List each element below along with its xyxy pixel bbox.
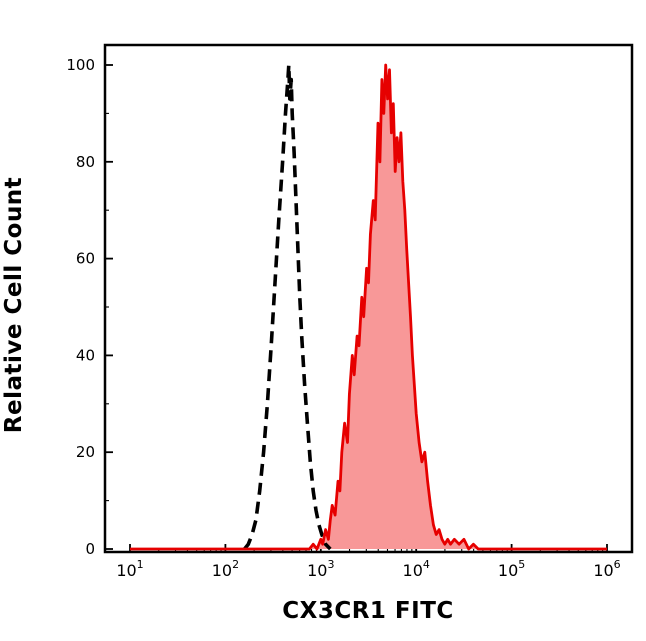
svg-text:60: 60 bbox=[76, 250, 95, 268]
svg-text:106: 106 bbox=[593, 558, 620, 580]
svg-text:103: 103 bbox=[307, 558, 334, 580]
svg-text:101: 101 bbox=[116, 558, 143, 580]
x-axis-label: CX3CR1 FITC bbox=[282, 598, 454, 624]
svg-text:40: 40 bbox=[76, 346, 95, 364]
svg-text:105: 105 bbox=[498, 558, 525, 580]
svg-text:80: 80 bbox=[76, 153, 95, 171]
svg-text:102: 102 bbox=[212, 558, 239, 580]
svg-text:0: 0 bbox=[85, 540, 95, 558]
svg-text:104: 104 bbox=[403, 558, 430, 580]
y-axis-label: Relative Cell Count bbox=[1, 176, 27, 434]
svg-text:20: 20 bbox=[76, 443, 95, 461]
svg-text:100: 100 bbox=[66, 56, 95, 74]
